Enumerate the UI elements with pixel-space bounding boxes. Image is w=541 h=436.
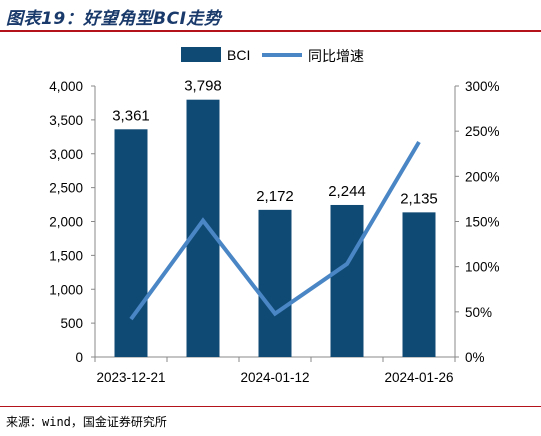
y-left-tick-label: 1,500 <box>49 248 83 263</box>
y-right-tick-label: 250% <box>465 124 500 139</box>
source-note: 来源：wind，国金证券研究所 <box>6 415 167 429</box>
bar-series <box>114 99 436 358</box>
y-right-tick-label: 150% <box>465 215 500 230</box>
chart-axes: 0 500 1,000 1,500 2,000 2,500 3,000 3,500 4,000 0… <box>49 79 499 385</box>
bar-data-label: 2,172 <box>256 188 294 205</box>
bar-data-label: 3,361 <box>112 107 150 124</box>
line-series <box>129 140 421 321</box>
y-left-tick-label: 3,500 <box>49 113 83 128</box>
y-right-tick-label: 200% <box>465 169 500 184</box>
x-tick-label: 2023-12-21 <box>96 370 165 385</box>
bar-data-label: 3,798 <box>184 78 222 95</box>
bar-data-label: 2,244 <box>328 183 366 200</box>
legend-swatch-bci <box>181 47 221 62</box>
y-left-tick-label: 500 <box>60 316 83 331</box>
title-rule <box>0 30 541 32</box>
bar-data-label: 2,135 <box>400 190 438 207</box>
bar <box>258 209 292 357</box>
bar <box>402 212 436 357</box>
legend-label-growth: 同比增速 <box>308 48 364 64</box>
x-tick-label: 2024-01-12 <box>240 370 309 385</box>
legend-label-bci: BCI <box>227 47 250 63</box>
y-left-tick-label: 2,500 <box>49 181 83 196</box>
y-right-tick-label: 0% <box>465 350 485 365</box>
y-left-tick-label: 4,000 <box>49 79 83 94</box>
y-left-tick-label: 2,000 <box>49 215 83 230</box>
y-right-tick-label: 100% <box>465 260 500 275</box>
bar <box>114 129 148 357</box>
source-rule <box>0 406 541 407</box>
y-left-tick-label: 3,000 <box>49 147 83 162</box>
data-labels: 3,361 3,798 2,172 2,244 2,135 <box>112 78 438 208</box>
legend: BCI 同比增速 <box>181 47 364 64</box>
bar <box>186 99 220 358</box>
figure-title: 图表19：好望角型BCI走势 <box>6 9 222 29</box>
x-tick-label: 2024-01-26 <box>384 370 453 385</box>
bci-chart: 0 500 1,000 1,500 2,000 2,500 3,000 3,500 4,000 0… <box>49 47 500 385</box>
y-left-tick-label: 1,000 <box>49 282 83 297</box>
y-left-tick-label: 0 <box>75 350 83 365</box>
y-right-tick-label: 300% <box>465 79 500 94</box>
bar <box>330 204 364 357</box>
y-right-tick-label: 50% <box>465 305 492 320</box>
